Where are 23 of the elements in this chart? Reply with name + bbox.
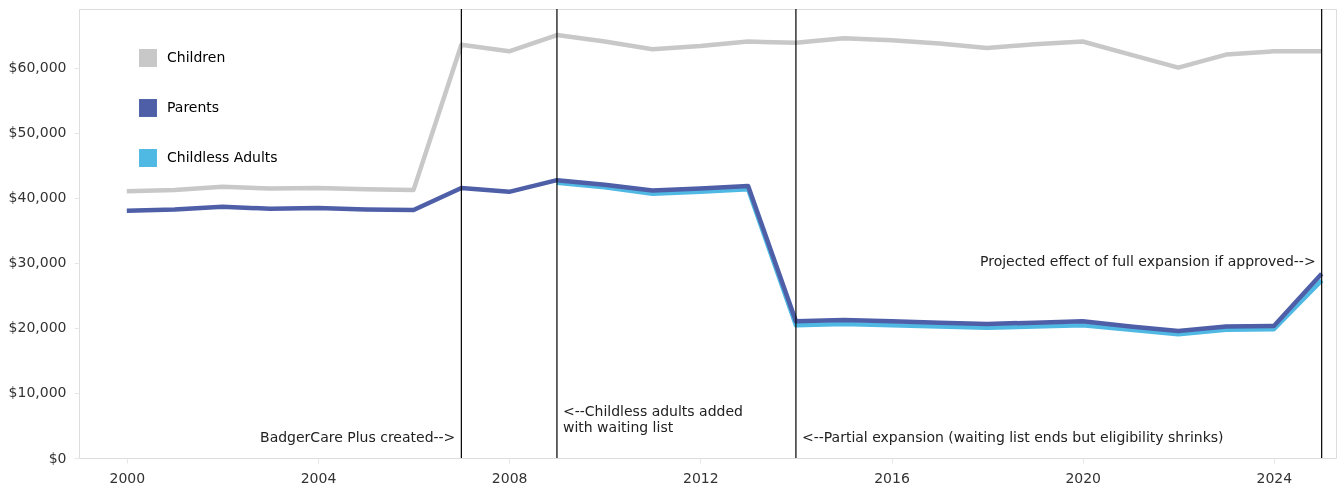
- y-tick-label: $30,000: [8, 254, 67, 271]
- y-tick-label: $20,000: [8, 319, 67, 336]
- annotation: BadgerCare Plus created-->: [260, 428, 456, 445]
- x-tick-label: 2004: [300, 469, 337, 486]
- line-series: [124, 32, 1324, 194]
- y-tick-label: $40,000: [8, 189, 67, 206]
- y-tick-label: $50,000: [8, 124, 67, 141]
- line-series: [124, 177, 1324, 334]
- legend-label: Children: [167, 49, 226, 65]
- x-tick-label: 2000: [109, 469, 146, 486]
- annotation: <--Childless adults added with waiting list: [562, 402, 743, 435]
- x-tick-label: 2008: [491, 469, 528, 486]
- legend-label: Childless Adults: [167, 149, 278, 165]
- x-tick-label: 2020: [1065, 469, 1102, 486]
- x-tick-label: 2016: [874, 469, 910, 486]
- annotation: <--Partial expansion (waiting list ends but eligibility shrinks): [801, 428, 1224, 445]
- annotation: Projected effect of full expansion if approved-->: [980, 253, 1316, 270]
- y-tick-label: $10,000: [8, 384, 67, 401]
- legend-label: Parents: [167, 99, 220, 115]
- y-tick-label: $0: [48, 449, 67, 466]
- x-tick-label: 2012: [683, 469, 719, 486]
- x-tick-label: 2024: [1256, 469, 1293, 486]
- y-tick-label: $60,000: [8, 59, 67, 76]
